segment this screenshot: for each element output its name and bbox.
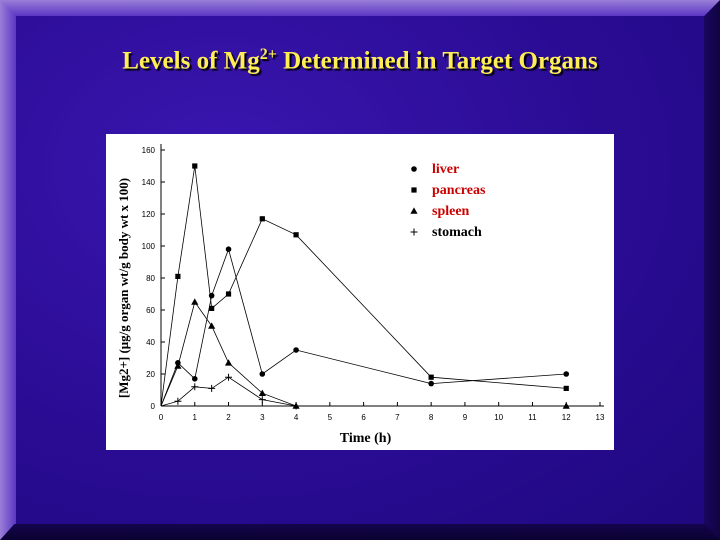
legend-marker-liver <box>411 166 417 172</box>
x-tick-label: 13 <box>596 413 605 422</box>
data-point-pancreas <box>209 305 215 311</box>
series-line-spleen <box>160 301 567 407</box>
data-point-pancreas <box>293 232 299 238</box>
data-point-pancreas <box>175 273 181 279</box>
data-point-liver <box>428 380 434 387</box>
y-axis-label: [Mg2+] (μg/g organ wt/g body wt x 100) <box>116 178 131 398</box>
y-tick-label: 160 <box>142 146 156 155</box>
x-tick-label: 9 <box>463 413 468 422</box>
data-point-spleen <box>224 359 233 366</box>
legend-label-liver: liver <box>432 162 459 177</box>
x-tick-label: 10 <box>494 413 503 422</box>
data-point-pancreas <box>225 291 232 297</box>
y-tick-label: 20 <box>146 370 155 379</box>
x-tick-label: 5 <box>328 413 333 422</box>
data-point-pancreas <box>192 163 198 169</box>
x-axis-label: Time (h) <box>340 431 392 446</box>
x-tick-label: 2 <box>226 413 231 422</box>
y-tick-label: 80 <box>146 274 155 283</box>
data-point-pancreas <box>563 385 569 391</box>
x-tick-label: 12 <box>562 413 571 422</box>
x-tick-label: 3 <box>260 413 265 422</box>
data-point-liver <box>293 347 299 353</box>
legend-marker-spleen <box>410 207 418 214</box>
y-tick-label: 120 <box>142 210 156 219</box>
data-point-stomach <box>208 384 216 392</box>
title-prefix: Levels of Mg <box>122 47 260 75</box>
data-point-stomach <box>191 383 199 391</box>
frame-bevel-right <box>704 0 720 540</box>
data-point-pancreas <box>259 216 265 222</box>
slide-title: Levels of Mg2+ Determined in Target Orga… <box>0 46 720 75</box>
data-point-spleen <box>208 322 216 329</box>
y-tick-label: 140 <box>142 178 156 187</box>
data-point-stomach <box>174 397 182 405</box>
title-superscript: 2+ <box>259 46 277 63</box>
title-suffix: Determined in Target Organs <box>276 47 598 75</box>
data-point-spleen <box>562 402 570 409</box>
series-line-liver <box>160 247 567 407</box>
y-tick-label: 40 <box>146 338 155 347</box>
x-tick-label: 8 <box>429 413 434 422</box>
legend-label-pancreas: pancreas <box>432 183 486 198</box>
legend-label-stomach: stomach <box>432 225 482 240</box>
data-point-spleen <box>191 298 199 305</box>
data-point-liver <box>191 376 198 382</box>
x-tick-label: 7 <box>395 413 400 422</box>
data-point-spleen <box>258 389 266 396</box>
x-tick-label: 6 <box>361 413 366 422</box>
data-point-liver <box>259 371 266 377</box>
legend-label-spleen: spleen <box>432 204 470 219</box>
x-tick-label: 0 <box>159 413 164 422</box>
frame-bevel-left <box>0 0 16 540</box>
x-tick-label: 4 <box>294 413 299 422</box>
x-tick-label: 1 <box>193 413 198 422</box>
legend-marker-pancreas <box>411 187 417 193</box>
data-point-liver <box>563 371 570 377</box>
data-point-spleen <box>174 362 182 369</box>
data-point-pancreas <box>428 374 434 380</box>
chart-panel <box>106 134 614 450</box>
data-point-stomach <box>225 373 233 381</box>
frame-bevel-top <box>0 0 720 16</box>
data-point-stomach <box>258 396 266 404</box>
y-tick-label: 0 <box>151 402 156 411</box>
y-tick-label: 100 <box>142 242 156 251</box>
frame-bevel-bottom <box>0 524 720 540</box>
data-point-stomach <box>292 402 300 410</box>
legend-marker-stomach <box>410 228 418 236</box>
data-point-liver <box>225 246 232 252</box>
x-tick-label: 11 <box>528 413 537 422</box>
series-line-pancreas <box>160 165 567 407</box>
y-tick-label: 60 <box>146 306 155 315</box>
